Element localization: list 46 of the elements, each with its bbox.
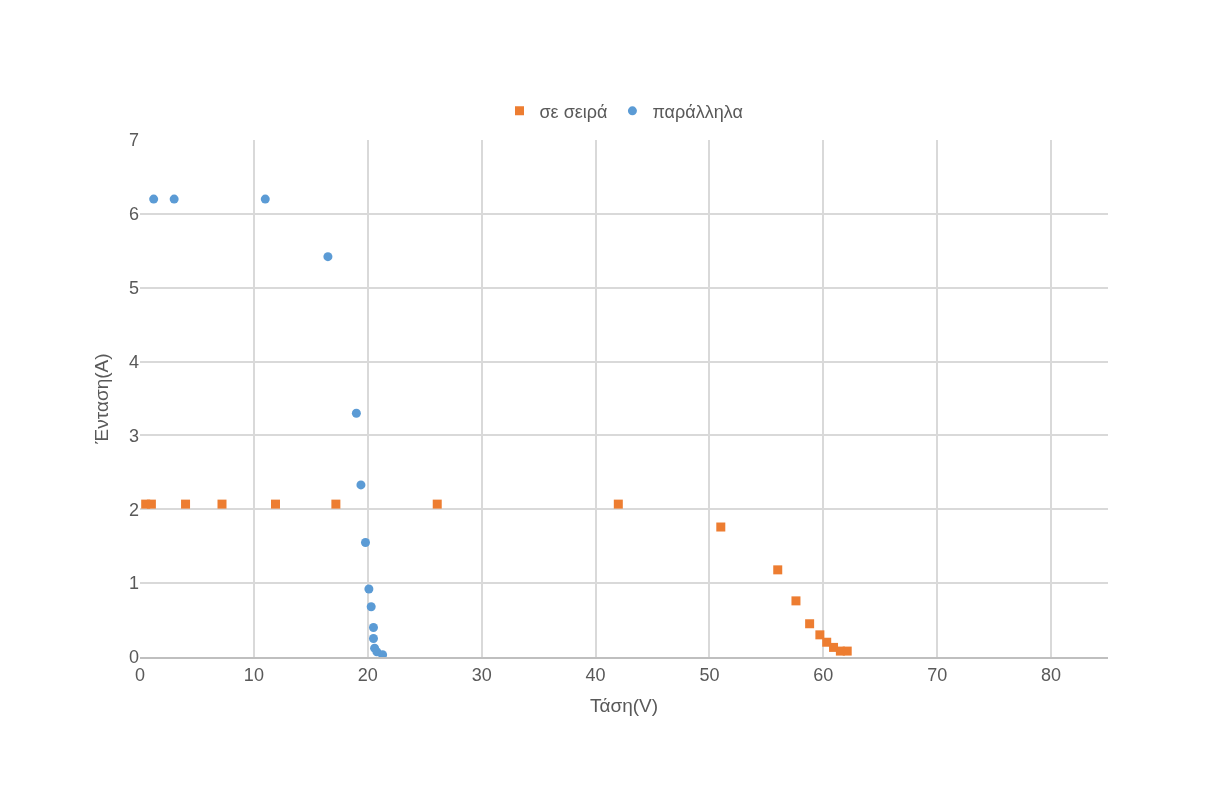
y-tick-label: 5 xyxy=(128,278,139,299)
point xyxy=(368,634,378,644)
y-tick-label: 4 xyxy=(128,351,139,372)
point xyxy=(360,538,370,548)
y-tick-label: 1 xyxy=(128,573,139,594)
y-tick-label: 3 xyxy=(128,425,139,446)
point xyxy=(356,480,366,490)
point xyxy=(146,499,156,509)
x-tick-label: 30 xyxy=(471,664,492,685)
point xyxy=(217,499,227,509)
point xyxy=(805,619,815,629)
point xyxy=(331,499,341,509)
x-axis-title: Τάση(V) xyxy=(589,694,659,716)
point xyxy=(169,194,179,204)
y-tick-label: 2 xyxy=(128,499,139,520)
legend-label: σε σειρά xyxy=(539,101,608,122)
x-tick-label: 80 xyxy=(1041,664,1062,685)
point xyxy=(716,522,726,532)
point xyxy=(351,408,361,418)
x-tick-label: 20 xyxy=(357,664,378,685)
point xyxy=(260,194,270,204)
point xyxy=(613,499,623,509)
point xyxy=(366,602,376,612)
y-tick-label: 6 xyxy=(128,204,139,225)
point xyxy=(368,622,378,632)
point xyxy=(181,499,191,509)
point xyxy=(323,252,333,262)
y-tick-label: 7 xyxy=(128,130,139,151)
point xyxy=(378,650,388,657)
point xyxy=(432,499,442,509)
x-tick-label: 60 xyxy=(813,664,834,685)
point xyxy=(842,646,852,656)
point xyxy=(791,596,801,606)
x-tick-label: 40 xyxy=(585,664,606,685)
x-tick-label: 10 xyxy=(243,664,264,685)
point xyxy=(822,637,832,647)
point xyxy=(364,584,374,594)
x-tick-label: 50 xyxy=(699,664,720,685)
y-axis-title: Ένταση(A) xyxy=(90,353,112,445)
point xyxy=(271,499,281,509)
legend-label: παράλληλα xyxy=(652,101,743,122)
point xyxy=(815,630,825,640)
y-tick-label: 0 xyxy=(128,647,139,668)
point xyxy=(773,565,783,575)
x-tick-label: 70 xyxy=(927,664,948,685)
point xyxy=(149,194,159,204)
